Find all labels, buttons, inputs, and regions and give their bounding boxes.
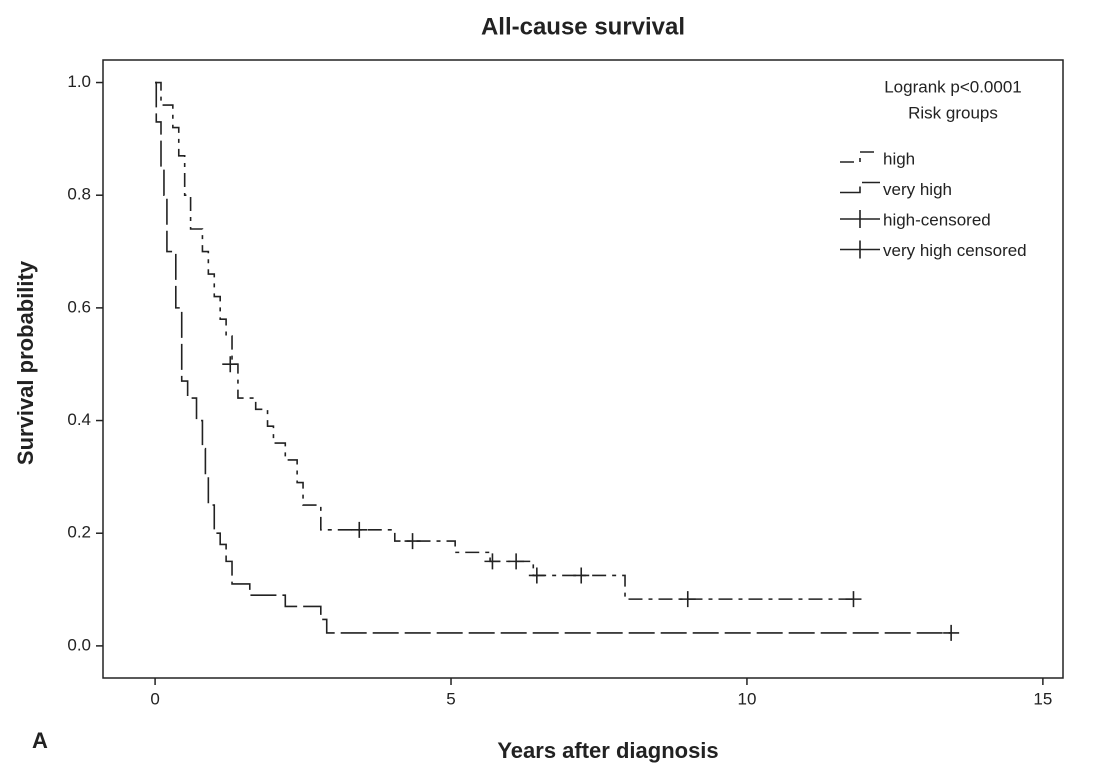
x-tick-label: 5 <box>446 689 455 708</box>
legend-label: very high <box>883 180 952 199</box>
censor-mark <box>484 553 501 570</box>
legend-label: very high censored <box>883 241 1027 260</box>
annotation: Risk groups <box>908 103 998 122</box>
censor-mark <box>351 521 368 538</box>
y-tick-label: 0.4 <box>67 410 91 429</box>
y-tick-label: 0.6 <box>67 297 91 316</box>
y-tick-label: 0.2 <box>67 523 91 542</box>
legend-swatch <box>840 181 880 194</box>
legend-label: high-censored <box>883 210 991 229</box>
panel-label: A <box>32 728 48 753</box>
survival-curve <box>155 81 952 634</box>
censor-mark <box>222 356 239 373</box>
y-tick-label: 0.0 <box>67 635 91 654</box>
censor-mark <box>404 533 421 550</box>
legend-label: high <box>883 149 915 168</box>
annotation: Logrank p<0.0001 <box>884 77 1022 96</box>
x-tick-label: 0 <box>150 689 159 708</box>
chart-title: All-cause survival <box>481 13 685 40</box>
survival-curve <box>155 81 854 600</box>
plot-frame <box>102 59 1064 679</box>
x-axis-title: Years after diagnosis <box>497 738 718 763</box>
censor-mark <box>528 567 545 584</box>
censor-mark <box>845 591 862 608</box>
y-axis-title: Survival probability <box>13 260 38 465</box>
y-tick-label: 0.8 <box>67 185 91 204</box>
censor-mark <box>943 624 960 641</box>
x-tick-label: 15 <box>1033 689 1052 708</box>
censor-mark <box>508 553 525 570</box>
censor-mark <box>679 591 696 608</box>
y-tick-label: 1.0 <box>67 72 91 91</box>
legend-swatch <box>840 151 880 163</box>
x-tick-label: 10 <box>737 689 756 708</box>
censor-mark <box>573 567 590 584</box>
